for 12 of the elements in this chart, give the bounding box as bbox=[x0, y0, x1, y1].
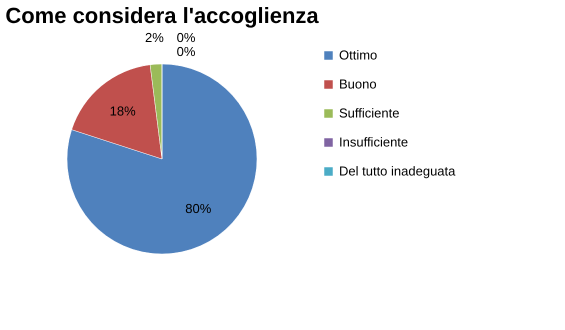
legend-label: Sufficiente bbox=[339, 106, 400, 120]
data-label: 18% bbox=[110, 103, 136, 118]
text: 0% bbox=[176, 44, 196, 59]
data-label: 2% bbox=[145, 30, 164, 46]
pie-slice bbox=[66, 64, 258, 254]
chart-title: Come considera l'accoglienza bbox=[5, 3, 320, 28]
data-label: 80% bbox=[185, 200, 212, 216]
legend-label: Ottimo bbox=[339, 48, 378, 62]
text: 0% bbox=[176, 30, 196, 45]
legend-label: Insufficiente bbox=[339, 134, 408, 150]
legend-label: Buono bbox=[339, 76, 377, 92]
legend-label: Del tutto inadeguata bbox=[339, 164, 456, 178]
